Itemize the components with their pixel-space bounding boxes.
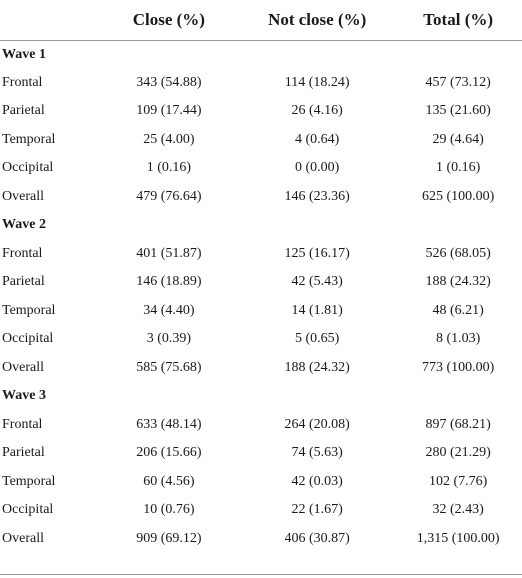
cell-not-close: 114 (18.24) (284, 74, 350, 90)
cell-total: 48 (6.21) (432, 302, 484, 318)
cell-total: 1,315 (100.00) (416, 530, 500, 546)
row-label: Frontal (2, 245, 43, 261)
header-not-close: Not close (%) (240, 0, 395, 41)
results-table: Close (%) Not close (%) Total (%) Wave 1… (0, 0, 522, 554)
header-close: Close (%) (97, 0, 241, 41)
cell-close: 585 (75.68) (136, 359, 202, 375)
cell-close: 343 (54.88) (136, 74, 202, 90)
table-row: Frontal 401 (51.87) 125 (16.17) 526 (68.… (0, 240, 522, 269)
cell-close: 1 (0.16) (146, 160, 192, 176)
cell-not-close: 264 (20.08) (284, 416, 350, 432)
table-header-row: Close (%) Not close (%) Total (%) (0, 0, 522, 41)
cell-close: 146 (18.89) (136, 274, 202, 290)
cell-close: 109 (17.44) (136, 103, 202, 119)
cell-not-close: 42 (5.43) (291, 274, 343, 290)
cell-close: 206 (15.66) (136, 445, 202, 461)
cell-total: 280 (21.29) (425, 445, 491, 461)
cell-close: 3 (0.39) (146, 331, 192, 347)
row-label: Overall (2, 530, 44, 546)
table-row: Parietal 146 (18.89) 42 (5.43) 188 (24.3… (0, 268, 522, 297)
row-label: Parietal (2, 445, 45, 461)
wave-label: Wave 2 (2, 217, 46, 233)
cell-total: 773 (100.00) (422, 359, 495, 375)
table-bottom-rule (0, 574, 522, 575)
cell-total: 188 (24.32) (425, 274, 491, 290)
wave-heading-row: Wave 3 (0, 382, 522, 411)
row-label: Parietal (2, 103, 45, 119)
cell-close: 633 (48.14) (136, 416, 202, 432)
table-row: Overall 479 (76.64) 146 (23.36) 625 (100… (0, 183, 522, 212)
row-label: Frontal (2, 74, 43, 90)
wave-label: Wave 1 (2, 46, 46, 62)
cell-close: 25 (4.00) (143, 131, 195, 147)
cell-total: 102 (7.76) (429, 473, 488, 489)
table-row: Temporal 25 (4.00) 4 (0.64) 29 (4.64) (0, 126, 522, 155)
row-label: Occipital (2, 502, 54, 518)
cell-total: 8 (1.03) (436, 331, 481, 347)
cell-total: 32 (2.43) (432, 502, 484, 518)
cell-not-close: 0 (0.00) (295, 160, 340, 176)
table-row: Parietal 206 (15.66) 74 (5.63) 280 (21.2… (0, 439, 522, 468)
cell-total: 457 (73.12) (425, 74, 491, 90)
cell-total: 625 (100.00) (422, 188, 495, 204)
row-label: Frontal (2, 416, 43, 432)
table-row: Temporal 60 (4.56) 42 (0.03) 102 (7.76) (0, 468, 522, 497)
header-total: Total (%) (394, 0, 522, 41)
row-label: Overall (2, 188, 44, 204)
row-label: Temporal (2, 473, 56, 489)
row-label: Parietal (2, 274, 45, 290)
table-row: Overall 585 (75.68) 188 (24.32) 773 (100… (0, 354, 522, 383)
cell-not-close: 74 (5.63) (291, 445, 343, 461)
cell-total: 897 (68.21) (425, 416, 491, 432)
table-row: Frontal 633 (48.14) 264 (20.08) 897 (68.… (0, 411, 522, 440)
cell-close: 909 (69.12) (136, 530, 202, 546)
table-row: Occipital 3 (0.39) 5 (0.65) 8 (1.03) (0, 325, 522, 354)
cell-close: 60 (4.56) (143, 473, 195, 489)
table-row: Frontal 343 (54.88) 114 (18.24) 457 (73.… (0, 69, 522, 98)
cell-not-close: 188 (24.32) (284, 359, 350, 375)
cell-not-close: 125 (16.17) (284, 245, 350, 261)
table-row: Temporal 34 (4.40) 14 (1.81) 48 (6.21) (0, 297, 522, 326)
header-row-label (0, 0, 98, 41)
cell-total: 29 (4.64) (432, 131, 484, 147)
cell-close: 34 (4.40) (143, 302, 195, 318)
wave-heading-row: Wave 1 (0, 40, 522, 69)
cell-not-close: 4 (0.64) (295, 131, 340, 147)
row-label: Overall (2, 359, 44, 375)
row-label: Temporal (2, 302, 56, 318)
cell-total: 135 (21.60) (425, 103, 491, 119)
row-label: Temporal (2, 131, 56, 147)
cell-not-close: 14 (1.81) (291, 302, 343, 318)
cell-close: 10 (0.76) (143, 502, 195, 518)
cell-not-close: 22 (1.67) (291, 502, 343, 518)
row-label: Occipital (2, 331, 54, 347)
cell-not-close: 26 (4.16) (291, 103, 343, 119)
cell-total: 1 (0.16) (436, 160, 481, 176)
cell-not-close: 146 (23.36) (284, 188, 350, 204)
wave-label: Wave 3 (2, 388, 46, 404)
table-row: Parietal 109 (17.44) 26 (4.16) 135 (21.6… (0, 97, 522, 126)
cell-close: 401 (51.87) (136, 245, 202, 261)
table-row: Occipital 10 (0.76) 22 (1.67) 32 (2.43) (0, 496, 522, 525)
cell-not-close: 406 (30.87) (284, 530, 350, 546)
table-row: Overall 909 (69.12) 406 (30.87) 1,315 (1… (0, 525, 522, 554)
cell-close: 479 (76.64) (136, 188, 202, 204)
table-row: Occipital 1 (0.16) 0 (0.00) 1 (0.16) (0, 154, 522, 183)
cell-not-close: 5 (0.65) (295, 331, 340, 347)
cell-total: 526 (68.05) (425, 245, 491, 261)
row-label: Occipital (2, 160, 54, 176)
wave-heading-row: Wave 2 (0, 211, 522, 240)
cell-not-close: 42 (0.03) (291, 473, 343, 489)
